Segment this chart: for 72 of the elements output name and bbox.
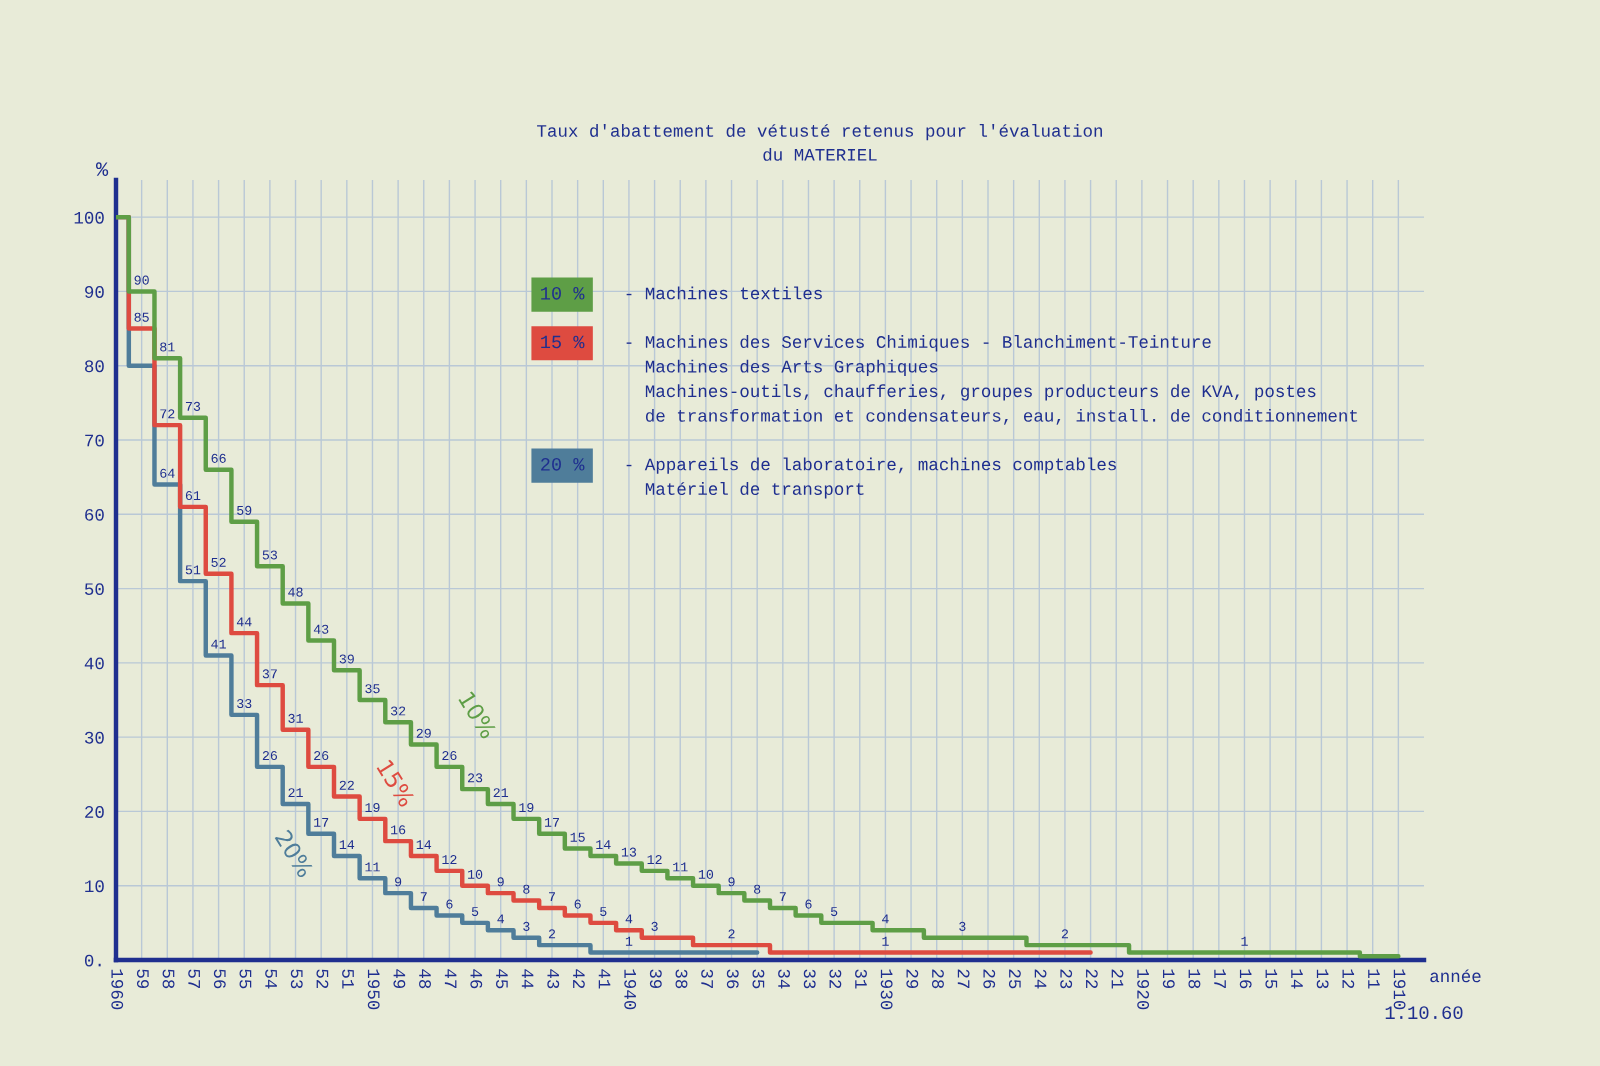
x-tick-label: 39 <box>649 969 662 989</box>
text: 1.10.60 <box>1385 1006 1463 1020</box>
x-tick-label: 31 <box>855 969 867 989</box>
x-tick-label: 32 <box>829 969 842 989</box>
x-tick-label: 37 <box>701 969 714 988</box>
x-tick-label: 26 <box>983 969 996 989</box>
x-tick-label: 42 <box>573 969 585 989</box>
x-tick-label: 28 <box>932 969 944 989</box>
y-tick-label: 80 <box>85 360 104 373</box>
x-tick-label: 1930 <box>880 969 893 1010</box>
x-tick-label: 49 <box>393 969 406 989</box>
x-tick-label: 22 <box>1086 969 1098 989</box>
y-tick-label: 70 <box>85 434 104 447</box>
y-tick-label: 20 <box>85 806 104 818</box>
x-tick-label: 38 <box>675 969 688 989</box>
y-axis-title: % <box>95 162 109 176</box>
x-axis-title: année <box>1430 969 1481 983</box>
x-tick-label: 47 <box>444 969 457 988</box>
text: 20 % <box>541 458 585 471</box>
y-tick-label: 0. <box>84 954 101 967</box>
x-tick-label: 18 <box>1188 969 1201 989</box>
x-tick-label: 17 <box>1214 969 1226 988</box>
x-tick-label: 1920 <box>1137 969 1150 1010</box>
x-tick-label: 52 <box>316 969 329 989</box>
x-tick-label: 1910 <box>1393 969 1406 1010</box>
x-tick-label: 44 <box>521 969 534 989</box>
y-tick-label: 90 <box>85 286 104 298</box>
y-tick-label: 50 <box>84 583 104 596</box>
y-tick-label: 100 <box>74 211 104 224</box>
x-tick-label: 1940 <box>624 969 637 1010</box>
x-tick-label: 53 <box>290 969 303 989</box>
x-tick-label: 46 <box>470 969 483 989</box>
x-tick-label: 25 <box>1008 969 1021 989</box>
x-tick-label: 33 <box>803 969 816 989</box>
y-tick-label: 60 <box>85 508 104 521</box>
x-tick-label: 23 <box>1060 969 1073 989</box>
x-tick-label: 14 <box>1291 969 1303 989</box>
x-tick-label: 36 <box>726 969 739 989</box>
text: 10 % <box>541 287 585 300</box>
x-tick-label: 56 <box>213 969 226 989</box>
y-tick-label: 40 <box>84 657 104 670</box>
x-tick-label: 27 <box>957 969 970 988</box>
y-tick-label: 10 <box>85 880 104 893</box>
x-tick-label: 43 <box>547 969 560 989</box>
x-tick-label: 45 <box>496 969 508 989</box>
x-tick-label: 16 <box>1239 969 1252 989</box>
chart-title: Taux d'abattement de vétusté retenus pour l'évaluation du MATERIEL <box>537 124 1102 161</box>
x-tick-label: 34 <box>778 969 790 989</box>
annotation: - Appareils de laboratoire, machines comptables Matériel de transport <box>626 457 1116 499</box>
x-tick-label: 48 <box>419 969 431 989</box>
x-tick-label: 12 <box>1342 969 1355 989</box>
y-tick-label: 30 <box>84 731 104 744</box>
x-tick-label: 59 <box>136 969 149 989</box>
x-tick-label: 54 <box>265 969 277 989</box>
x-tick-label: 51 <box>342 969 354 989</box>
x-tick-label: 21 <box>1111 969 1124 989</box>
x-tick-label: 1960 <box>111 969 124 1010</box>
x-tick-label: 35 <box>752 969 765 989</box>
x-tick-label: 58 <box>162 969 175 989</box>
x-tick-label: 1950 <box>367 969 380 1010</box>
x-tick-label: 41 <box>598 969 611 989</box>
text: 15 % <box>541 335 585 349</box>
x-tick-label: 55 <box>239 969 252 989</box>
x-tick-label: 57 <box>188 969 200 988</box>
annotation: - Machines des Services Chimiques - Blanchiment-Teinture Machines des Arts Graphiques Machines-outils, chaufferies, groupes producteurs de KVA, postes de transformation et condensateurs, eau, install. de conditionnement <box>626 335 1358 425</box>
x-tick-label: 13 <box>1316 969 1329 989</box>
x-tick-label: 11 <box>1368 969 1380 989</box>
x-tick-label: 15 <box>1265 969 1278 989</box>
x-tick-label: 19 <box>1162 969 1175 989</box>
annotation: - Machines textiles <box>626 286 822 300</box>
x-tick-label: 24 <box>1034 969 1047 989</box>
x-tick-label: 29 <box>906 969 919 989</box>
